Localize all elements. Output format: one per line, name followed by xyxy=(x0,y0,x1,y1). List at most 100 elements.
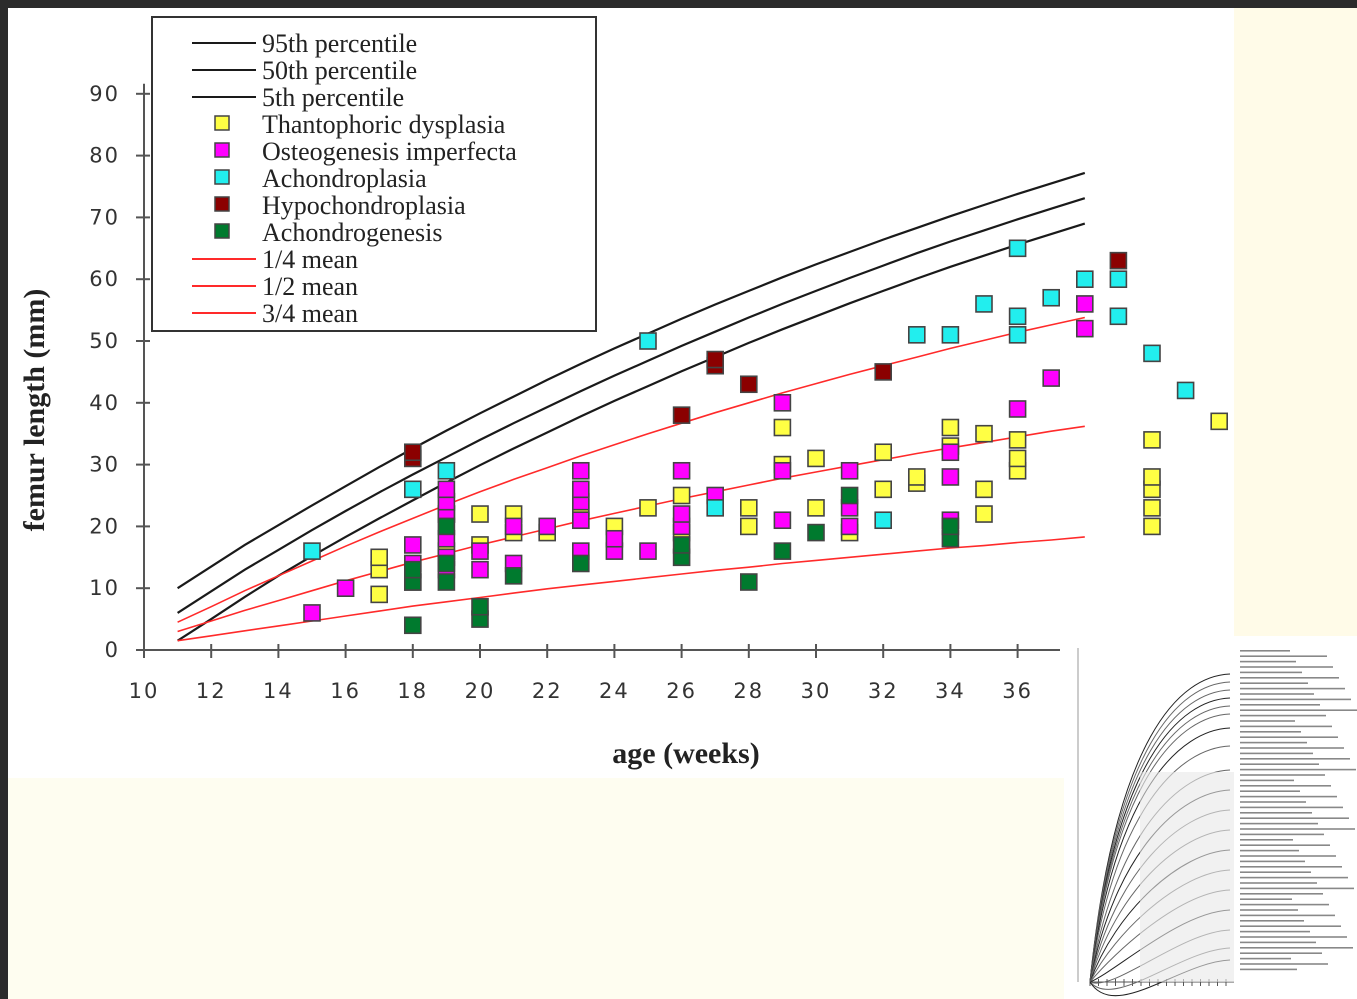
x-tick-label: 22 xyxy=(532,679,563,703)
y-tick-label: 40 xyxy=(89,391,120,415)
point-thantophoric-dysplasia xyxy=(1143,468,1161,486)
x-tick-label: 26 xyxy=(666,679,697,703)
point-thantophoric-dysplasia xyxy=(874,443,893,462)
inset-text-line xyxy=(1240,860,1305,863)
point-osteogenesis-imperfecta xyxy=(941,468,960,486)
point-achondroplasia xyxy=(1008,326,1027,344)
inset-text-line xyxy=(1240,828,1355,830)
point-thantophoric-dysplasia xyxy=(975,505,993,523)
inset-text-line xyxy=(1240,698,1351,701)
point-achondrogenesis xyxy=(403,560,422,579)
legend-label-achondrogenesis: Achondrogenesis xyxy=(262,218,443,247)
point-achondrogenesis xyxy=(941,517,960,536)
inset-text-line xyxy=(1240,963,1328,965)
y-tick-label: 60 xyxy=(89,267,120,291)
point-hypochondroplasia xyxy=(403,443,422,462)
point-achondroplasia xyxy=(403,480,422,499)
point-thantophoric-dysplasia xyxy=(1008,449,1027,468)
point-thantophoric-dysplasia xyxy=(941,418,960,437)
legend-swatch-hypochondroplasia xyxy=(214,196,230,212)
point-thantophoric-dysplasia xyxy=(1008,431,1027,449)
inset-text-line xyxy=(1240,957,1291,960)
point-thantophoric-dysplasia xyxy=(370,548,389,567)
inset-text-line xyxy=(1240,887,1354,890)
point-hypochondroplasia xyxy=(739,375,758,394)
inset-text-line xyxy=(1240,893,1323,895)
point-achondrogenesis xyxy=(672,536,691,554)
point-thantophoric-dysplasia xyxy=(639,499,657,517)
point-osteogenesis-imperfecta xyxy=(538,517,557,536)
point-achondroplasia xyxy=(1109,270,1128,289)
inset-text-line xyxy=(1240,947,1353,949)
point-achondrogenesis xyxy=(437,517,456,536)
legend-swatch-osteogenesis-imperfecta xyxy=(214,142,230,158)
point-thantophoric-dysplasia xyxy=(975,480,993,499)
curve-50th-percentile xyxy=(177,197,1086,614)
point-achondrogenesis xyxy=(807,523,825,542)
point-thantophoric-dysplasia xyxy=(773,418,792,437)
inset-text-line xyxy=(1240,758,1350,760)
inset-text-line xyxy=(1240,920,1304,922)
legend-label-1-2-mean: 1/2 mean xyxy=(262,272,358,301)
inset-text-line xyxy=(1240,952,1322,954)
inset-text-line xyxy=(1240,720,1295,722)
legend-label-osteogenesis-imperfecta: Osteogenesis imperfecta xyxy=(262,137,517,166)
point-achondrogenesis xyxy=(437,573,456,591)
point-achondroplasia xyxy=(975,295,993,313)
inset-text-line xyxy=(1240,806,1343,809)
y-tick-label: 30 xyxy=(89,453,120,477)
legend-label-hypochondroplasia: Hypochondroplasia xyxy=(262,191,466,220)
inset-text-line xyxy=(1240,650,1290,652)
point-osteogenesis-imperfecta xyxy=(571,461,590,480)
inset-text-line xyxy=(1240,785,1331,787)
point-achondroplasia xyxy=(706,499,725,517)
x-tick-label: 34 xyxy=(935,679,966,703)
x-tick-label: 36 xyxy=(1002,679,1033,703)
point-achondroplasia xyxy=(1109,307,1128,326)
point-achondroplasia xyxy=(303,542,321,560)
inset-text-line xyxy=(1240,768,1356,771)
inset-text-line xyxy=(1240,682,1308,684)
y-axis-title: femur length (mm) xyxy=(18,289,51,532)
inset-text-line xyxy=(1240,779,1294,782)
inset-text-line xyxy=(1240,968,1297,971)
inset-text-line xyxy=(1240,704,1320,706)
curve-1-4-mean xyxy=(177,536,1085,642)
curve-1-2-mean xyxy=(177,425,1085,633)
y-tick-label: 50 xyxy=(89,329,120,353)
inset-text-line xyxy=(1240,909,1298,911)
x-tick-label: 20 xyxy=(465,679,496,703)
inset-text-line xyxy=(1240,790,1300,792)
inset-text-line xyxy=(1240,930,1310,933)
inset-text-line xyxy=(1240,801,1306,803)
point-achondrogenesis xyxy=(471,597,489,616)
inset-text-line xyxy=(1240,725,1332,728)
x-tick-label: 14 xyxy=(263,679,294,703)
inset-text-line xyxy=(1240,795,1337,798)
point-thantophoric-dysplasia xyxy=(739,499,758,517)
point-osteogenesis-imperfecta xyxy=(1008,400,1027,418)
lower-panel xyxy=(8,778,1234,999)
inset-text-line xyxy=(1240,833,1324,836)
point-achondroplasia xyxy=(1008,307,1027,326)
point-osteogenesis-imperfecta xyxy=(504,517,523,536)
y-tick-label: 20 xyxy=(89,514,120,538)
inset-text-line xyxy=(1240,876,1348,879)
legend-label-thantophoric-dysplasia: Thantophoric dysplasia xyxy=(262,110,506,139)
point-osteogenesis-imperfecta xyxy=(437,480,456,499)
y-tick-label: 10 xyxy=(89,576,120,600)
legend-swatch-thantophoric-dysplasia xyxy=(214,115,230,131)
reference-curves xyxy=(177,171,1086,642)
curve-3-4-mean xyxy=(177,316,1085,623)
legend-label-3-4-mean: 3/4 mean xyxy=(262,299,358,328)
inset-text-line xyxy=(1240,660,1296,663)
point-osteogenesis-imperfecta xyxy=(571,511,590,530)
legend-swatch-achondroplasia xyxy=(214,169,230,185)
point-osteogenesis-imperfecta xyxy=(1076,295,1094,313)
point-osteogenesis-imperfecta xyxy=(941,443,960,462)
inset-text-line xyxy=(1240,871,1311,873)
point-osteogenesis-imperfecta xyxy=(571,480,590,499)
x-tick-label: 16 xyxy=(330,679,361,703)
